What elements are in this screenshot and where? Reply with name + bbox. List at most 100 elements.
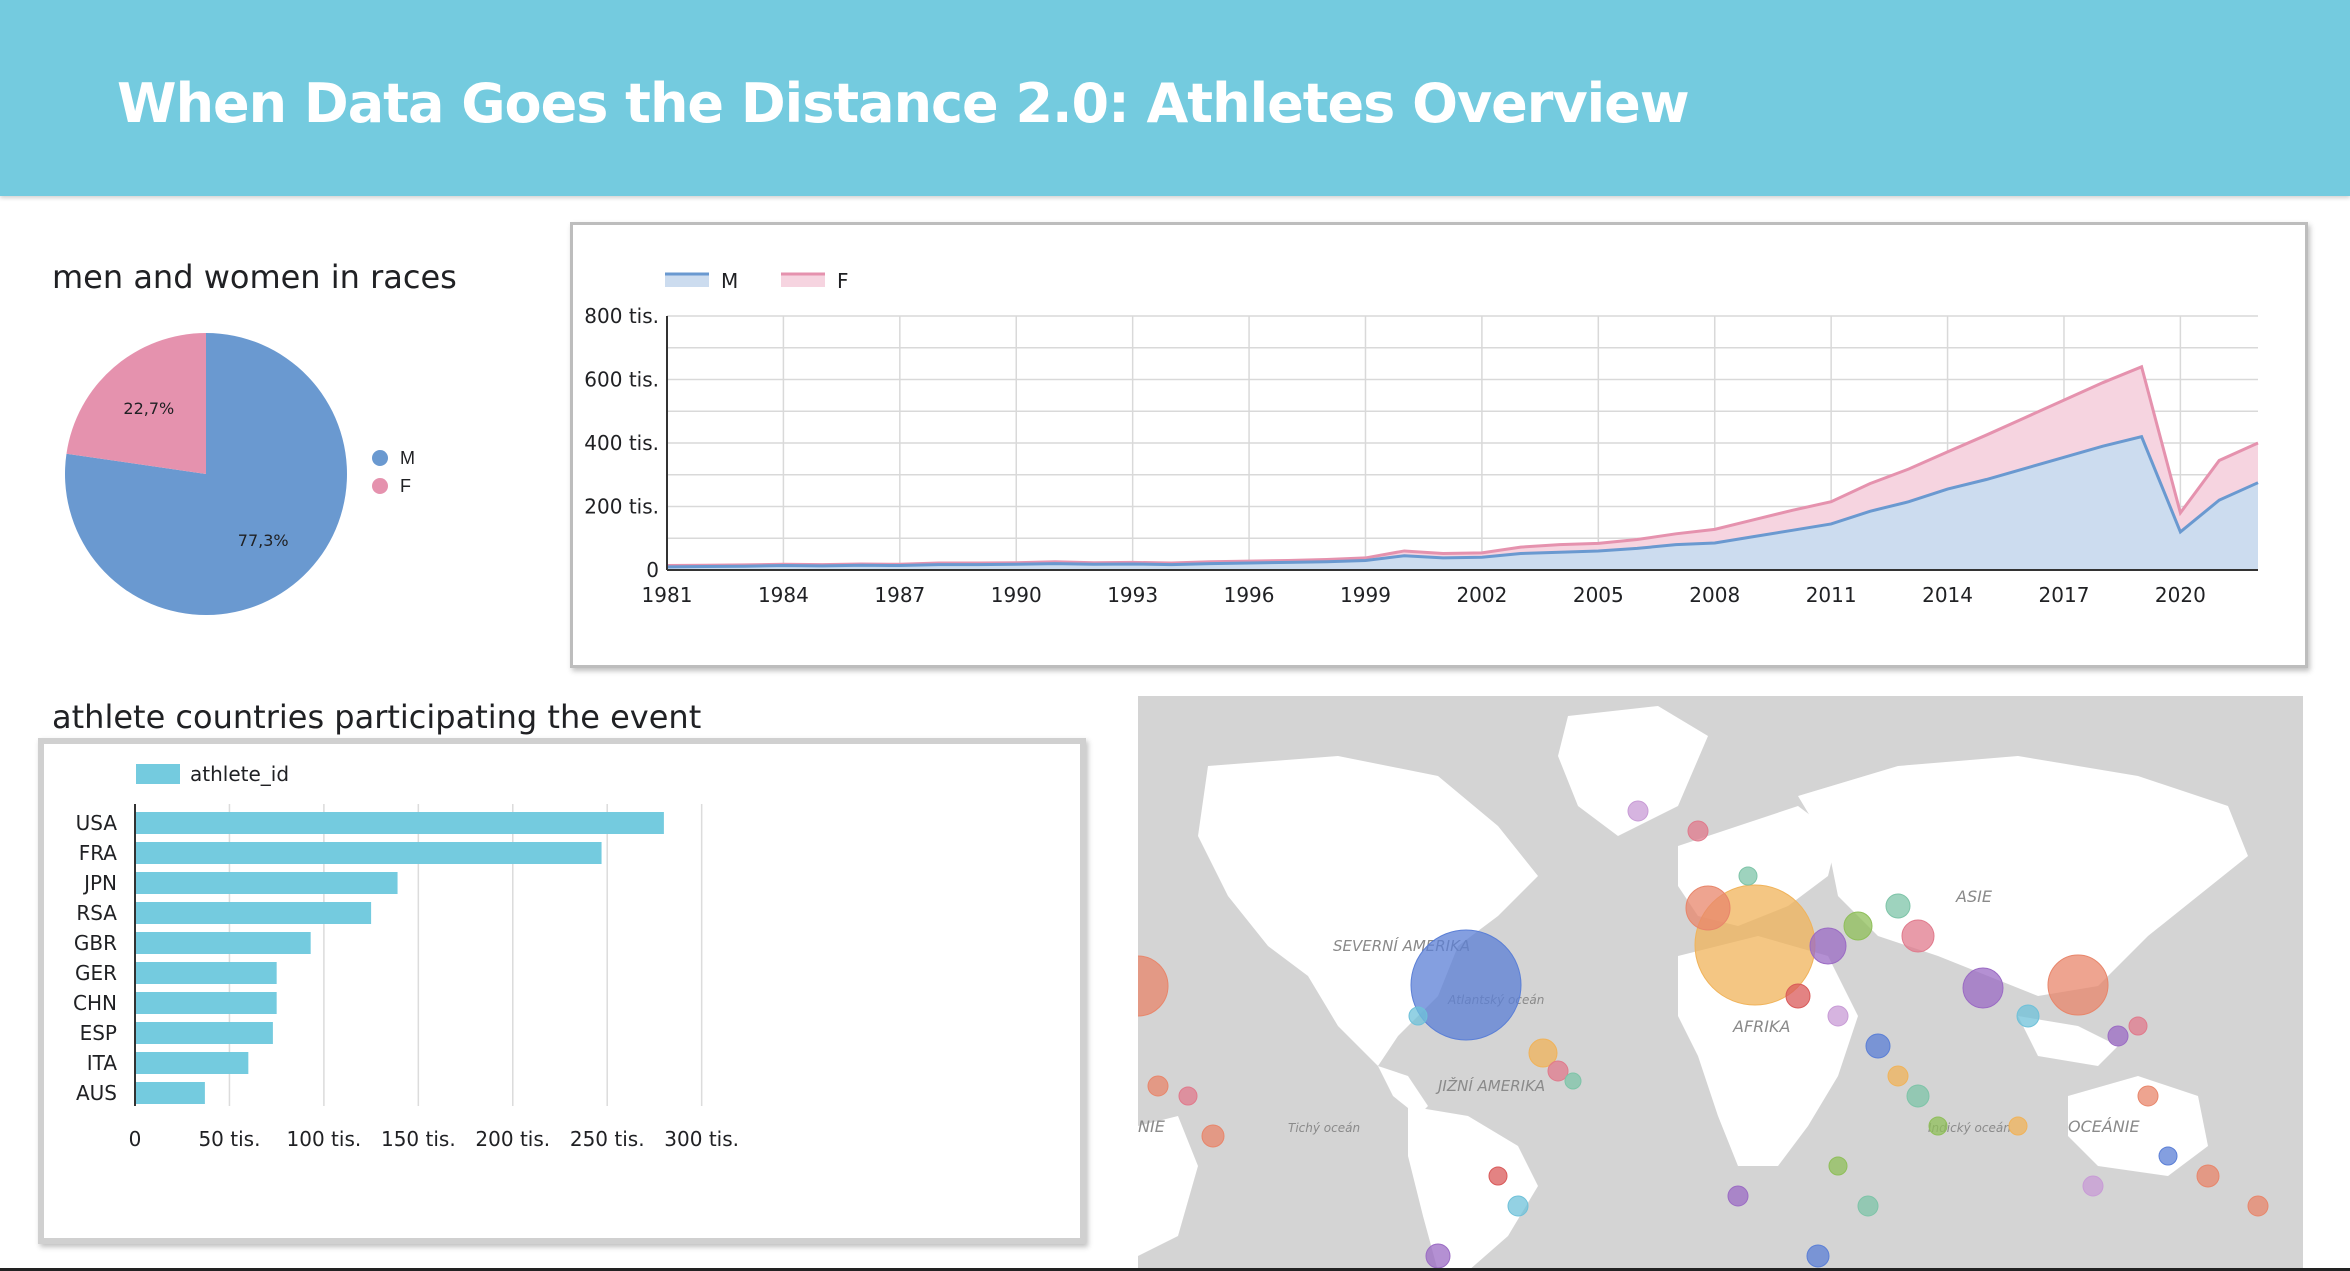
x-tick-label: 2011 [1806,583,1857,607]
bottom-border [0,1268,2350,1271]
left-landmass-shape [1138,1116,1198,1256]
bar-usa [135,812,664,834]
map-region-label: Indický oceán [1928,1121,2011,1135]
y-tick-label: 0 [646,558,659,582]
pie-value-label: 22,7% [123,399,174,418]
line-f [666,364,2259,568]
map-bubble [2247,1195,2269,1217]
category-label: ITA [87,1051,118,1075]
pie-chart-title: men and women in races [52,258,457,296]
y-tick-label: 400 tis. [584,431,659,455]
map-bubble [1828,1156,1848,1176]
legend-swatch-f [781,273,825,287]
legend-item-female[interactable]: F [372,472,415,500]
legend-swatch-female [372,478,388,494]
map-bubble [1138,955,1169,1017]
map-bubble [2196,1164,2220,1188]
x-tick-label: 200 tis. [475,1127,550,1151]
map-bubble [2158,1146,2178,1166]
x-tick-label: 2005 [1573,583,1624,607]
x-tick-label: 1984 [758,583,809,607]
map-bubble [1408,1006,1428,1026]
map-bubble [1928,1116,1948,1136]
pie-legend[interactable]: M F [372,444,415,500]
map-bubble [2008,1116,2028,1136]
x-tick-label: 250 tis. [570,1127,645,1151]
pie-slice-f [66,333,206,474]
category-label: AUS [76,1081,117,1105]
bar-rsa [135,902,372,924]
map-bubble [1564,1072,1582,1090]
map-bubble [1843,911,1873,941]
y-tick-label: 200 tis. [584,495,659,519]
category-label: GER [75,961,117,985]
bar-ita [135,1052,249,1074]
x-tick-label: 50 tis. [198,1127,260,1151]
map-region-label: ASIE [1955,887,1993,906]
map-region-label: JIŽNÍ AMERIKA [1435,1076,1545,1095]
map-region-label: NIE [1138,1117,1166,1136]
map-bubble [1547,1060,1569,1082]
gender-pie-chart[interactable]: 77,3% 22,7% [50,318,370,638]
map-bubble [1201,1124,1225,1148]
bar-aus [135,1082,205,1104]
y-tick-label: 800 tis. [584,304,659,328]
map-bubble [1685,885,1731,931]
map-bubble [2047,954,2109,1016]
x-tick-label: 1999 [1340,583,1391,607]
x-tick-label: 2002 [1456,583,1507,607]
map-bubble [2107,1025,2129,1047]
page-title: When Data Goes the Distance 2.0: Athlete… [117,72,1690,135]
x-tick-label: 1990 [991,583,1042,607]
category-label: RSA [76,901,117,925]
bar-gbr [135,932,311,954]
world-map[interactable]: SEVERNÍ AMERIKA JIŽNÍ AMERIKA AFRIKA ASIE OC… [1138,696,2303,1271]
indonesia-shape [2018,1016,2118,1066]
map-bubble [1785,983,1811,1009]
category-label: FRA [79,841,118,865]
map-bubble [1809,927,1847,965]
map-bubble [1687,820,1709,842]
map-region-label: AFRIKA [1732,1017,1790,1036]
legend-swatch-male [372,450,388,466]
category-label: CHN [73,991,117,1015]
map-bubble [1507,1195,1529,1217]
map-bubble [1738,866,1758,886]
map-bubble [1178,1086,1198,1106]
legend-label-male: M [400,447,415,468]
category-label: USA [76,811,118,835]
bar-fra [135,842,602,864]
participants-area-chart[interactable]: 0 200 tis. 400 tis. 600 tis. 800 tis. 1981 198… [573,225,2305,665]
category-label: GBR [74,931,117,955]
x-tick-label: 2014 [1922,583,1973,607]
map-bubble [1147,1075,1169,1097]
map-bubble [1425,1243,1451,1269]
map-bubble [1488,1166,1508,1186]
legend-label-athlete-id: athlete_id [190,762,289,786]
y-tick-label: 600 tis. [584,368,659,392]
bar-chart-panel: 0 50 tis. 100 tis. 150 tis. 200 tis. 250 tis.… [38,738,1086,1244]
legend-label-f: F [837,269,849,293]
x-tick-label: 1981 [642,583,693,607]
map-bubble [2128,1016,2148,1036]
legend-label-m: M [721,269,738,293]
legend-item-male[interactable]: M [372,444,415,472]
asia-shape [1798,756,2248,996]
x-tick-label: 150 tis. [381,1127,456,1151]
area-m [667,436,2258,570]
bar-esp [135,1022,273,1044]
pie-value-label: 77,3% [238,531,289,550]
map-bubble [1865,1033,1891,1059]
countries-bar-chart[interactable]: 0 50 tis. 100 tis. 150 tis. 200 tis. 250 tis.… [44,744,1080,1238]
x-tick-label: 2017 [2039,583,2090,607]
map-bubble [1901,919,1935,953]
map-bubble [1727,1185,1749,1207]
greenland-shape [1558,706,1708,836]
map-bubble [1857,1195,1879,1217]
area-chart-panel: 0 200 tis. 400 tis. 600 tis. 800 tis. 1981 198… [570,222,2308,668]
legend-swatch-m [665,273,709,287]
bar-chn [135,992,277,1014]
map-bubble [1906,1084,1930,1108]
map-bubble [1827,1005,1849,1027]
